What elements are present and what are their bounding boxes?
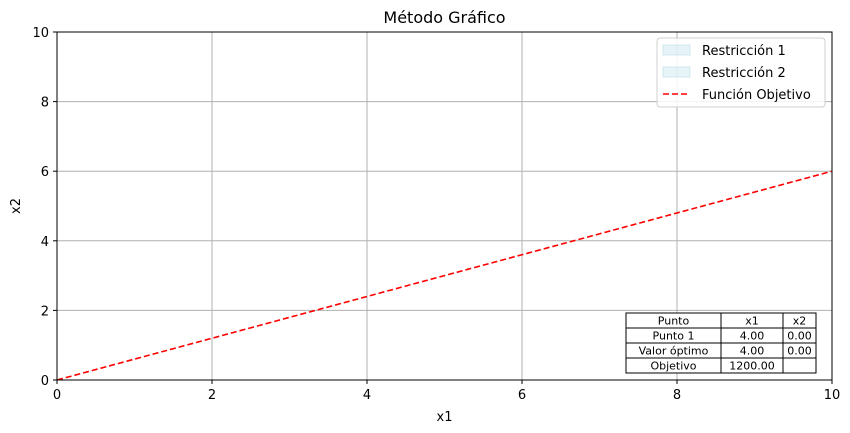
axis-ticks: 0 2 4 6 8 10 0 2 4 6 8 10 bbox=[32, 26, 840, 403]
x-tick-label: 10 bbox=[824, 388, 841, 403]
table-cell bbox=[782, 357, 817, 374]
table-cell-text: 4.00 bbox=[740, 330, 765, 343]
y-tick-label: 10 bbox=[32, 26, 49, 41]
plot-frame bbox=[56, 31, 833, 381]
x-tick-label: 8 bbox=[673, 388, 681, 403]
plot-series bbox=[56, 170, 833, 381]
y-axis-label: x2 bbox=[9, 198, 24, 214]
legend-label: Restricción 1 bbox=[702, 44, 786, 59]
objective-function-line bbox=[56, 170, 833, 381]
x-tick-label: 0 bbox=[53, 388, 61, 403]
table-cell-text: Objetivo bbox=[650, 360, 696, 373]
results-table: Punto x1 x2 Punto 1 4.00 0.00 Valor óptimo 4.00… bbox=[625, 312, 817, 374]
y-tick-label: 6 bbox=[41, 165, 49, 180]
legend-label: Restricción 2 bbox=[702, 66, 786, 81]
y-tick-label: 2 bbox=[41, 304, 49, 319]
legend-swatch bbox=[662, 66, 691, 78]
y-tick-label: 8 bbox=[41, 96, 49, 111]
x-axis-label: x1 bbox=[437, 410, 453, 425]
table-cell-text: x2 bbox=[793, 315, 807, 328]
chart-title: Método Gráfico bbox=[383, 8, 505, 27]
legend-label: Función Objetivo bbox=[702, 88, 811, 103]
x-tick-label: 6 bbox=[518, 388, 526, 403]
table-cell-text: 4.00 bbox=[740, 345, 765, 358]
legend-swatch bbox=[662, 44, 691, 56]
table-cell-text: 0.00 bbox=[787, 345, 812, 358]
legend-box bbox=[656, 37, 826, 108]
table-cell-text: 1200.00 bbox=[729, 360, 775, 373]
x-tick-label: 2 bbox=[208, 388, 216, 403]
table-cell-text: Punto bbox=[658, 315, 690, 328]
x-tick-label: 4 bbox=[363, 388, 371, 403]
y-tick-label: 0 bbox=[41, 374, 49, 389]
table-cell-text: 0.00 bbox=[787, 330, 812, 343]
y-tick-label: 4 bbox=[41, 235, 49, 250]
table-cell-text: x1 bbox=[745, 315, 759, 328]
legend: Restricción 1 Restricción 2 Función Objeti… bbox=[656, 37, 826, 108]
table-cell-text: Valor óptimo bbox=[639, 345, 709, 358]
table-cell-text: Punto 1 bbox=[653, 330, 695, 343]
